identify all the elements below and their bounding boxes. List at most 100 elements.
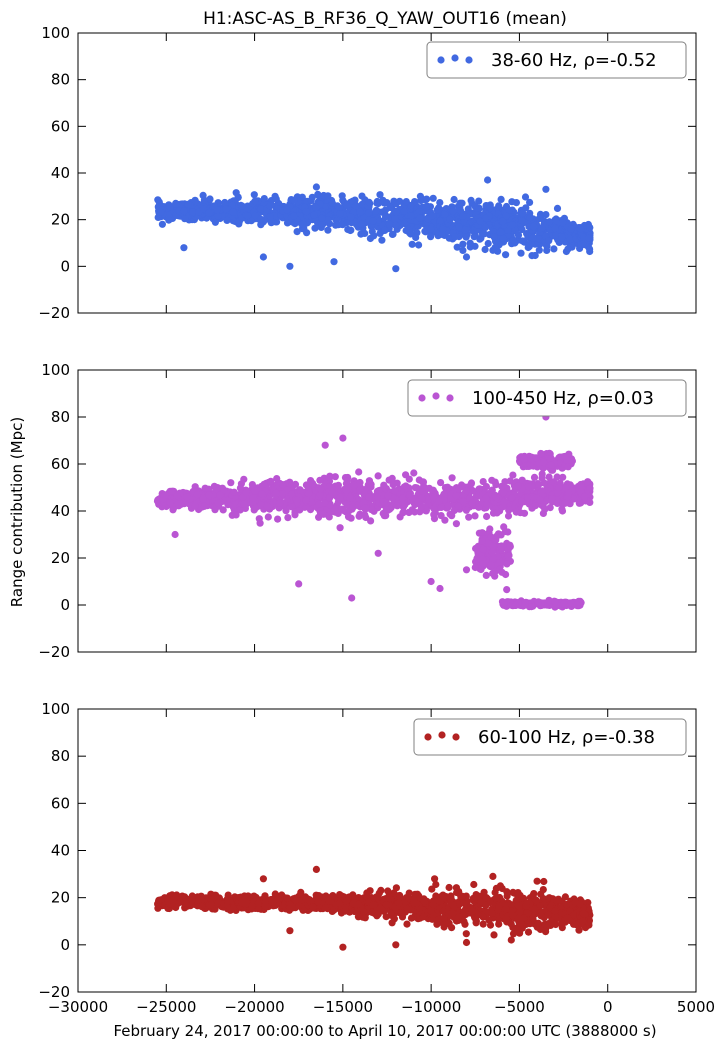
data-point bbox=[439, 225, 447, 233]
data-point bbox=[324, 192, 332, 200]
data-point bbox=[286, 904, 294, 912]
data-point bbox=[552, 896, 561, 905]
data-point bbox=[462, 253, 471, 261]
data-point bbox=[535, 481, 543, 489]
data-point bbox=[542, 928, 550, 936]
data-point bbox=[184, 200, 192, 209]
data-point bbox=[161, 491, 169, 499]
data-point bbox=[238, 202, 246, 210]
data-point bbox=[580, 910, 589, 918]
data-point bbox=[512, 896, 520, 905]
data-point bbox=[389, 481, 397, 489]
data-point bbox=[250, 191, 258, 199]
data-point bbox=[382, 913, 390, 921]
data-point bbox=[213, 206, 221, 214]
data-point bbox=[232, 511, 240, 519]
data-point bbox=[251, 487, 259, 495]
data-point bbox=[324, 226, 332, 234]
data-point bbox=[266, 213, 274, 221]
data-point bbox=[511, 239, 519, 247]
data-point bbox=[157, 208, 165, 216]
data-point bbox=[376, 191, 384, 199]
y-tick-label: 20 bbox=[51, 549, 70, 567]
x-ticks bbox=[77, 33, 697, 313]
data-point bbox=[467, 480, 475, 488]
data-point bbox=[364, 898, 372, 906]
y-tick-label: 80 bbox=[51, 747, 70, 765]
data-point bbox=[436, 584, 444, 593]
data-point bbox=[487, 533, 495, 541]
legend-marker bbox=[438, 731, 446, 739]
data-point bbox=[339, 434, 347, 442]
y-tick-label: 100 bbox=[41, 700, 70, 718]
data-point bbox=[526, 198, 534, 206]
data-point bbox=[495, 202, 503, 210]
y-tick-label: −20 bbox=[38, 304, 70, 322]
data-point bbox=[287, 490, 296, 498]
data-point bbox=[529, 234, 537, 242]
data-point bbox=[468, 907, 476, 916]
data-point bbox=[462, 566, 471, 574]
data-point bbox=[376, 904, 384, 913]
data-point bbox=[328, 199, 337, 207]
data-point bbox=[482, 571, 490, 580]
data-point bbox=[432, 880, 440, 889]
data-point bbox=[374, 472, 382, 480]
data-point bbox=[503, 892, 511, 900]
data-point bbox=[263, 503, 271, 511]
data-point bbox=[155, 896, 163, 904]
data-point bbox=[547, 454, 555, 462]
data-point bbox=[437, 503, 445, 511]
y-tick-label: 0 bbox=[60, 596, 70, 614]
data-point bbox=[211, 218, 219, 226]
data-point bbox=[545, 596, 553, 604]
data-point bbox=[321, 441, 329, 449]
data-point bbox=[532, 454, 540, 462]
data-point bbox=[370, 232, 378, 240]
data-point bbox=[427, 233, 435, 241]
data-point bbox=[260, 195, 268, 203]
data-point bbox=[391, 215, 399, 223]
data-point bbox=[547, 461, 555, 469]
data-point bbox=[358, 200, 366, 208]
data-point bbox=[279, 481, 287, 489]
data-point bbox=[580, 492, 589, 501]
data-point bbox=[259, 875, 267, 883]
data-point bbox=[214, 212, 222, 220]
data-point bbox=[563, 914, 572, 922]
data-point bbox=[437, 479, 445, 487]
x-tick-label: 5000 bbox=[677, 998, 715, 1016]
data-point bbox=[319, 510, 327, 518]
data-point bbox=[297, 888, 305, 897]
data-point bbox=[462, 487, 471, 495]
data-point bbox=[392, 265, 400, 273]
data-point bbox=[496, 228, 505, 236]
data-point bbox=[471, 512, 479, 520]
data-point bbox=[317, 484, 325, 493]
legend-label: 38-60 Hz, ρ=-0.52 bbox=[491, 50, 657, 71]
data-point bbox=[518, 217, 526, 225]
data-point bbox=[546, 504, 554, 512]
data-point bbox=[447, 494, 455, 502]
data-point bbox=[429, 212, 437, 220]
data-point bbox=[561, 452, 569, 461]
data-point bbox=[506, 543, 514, 551]
data-point bbox=[365, 198, 373, 206]
data-point bbox=[439, 907, 447, 915]
data-point bbox=[347, 226, 355, 234]
data-point bbox=[441, 210, 449, 219]
data-point bbox=[288, 503, 296, 511]
data-point bbox=[564, 489, 573, 497]
data-point bbox=[499, 217, 507, 225]
x-tick-label: −30000 bbox=[48, 998, 108, 1016]
data-point bbox=[339, 196, 347, 204]
legend-box bbox=[426, 41, 687, 79]
legend-marker bbox=[424, 733, 432, 741]
data-point bbox=[481, 223, 490, 232]
data-point bbox=[429, 486, 437, 494]
data-point bbox=[439, 893, 447, 901]
y-tick-label: 100 bbox=[41, 24, 70, 42]
data-point bbox=[561, 499, 569, 507]
data-point bbox=[480, 230, 488, 238]
